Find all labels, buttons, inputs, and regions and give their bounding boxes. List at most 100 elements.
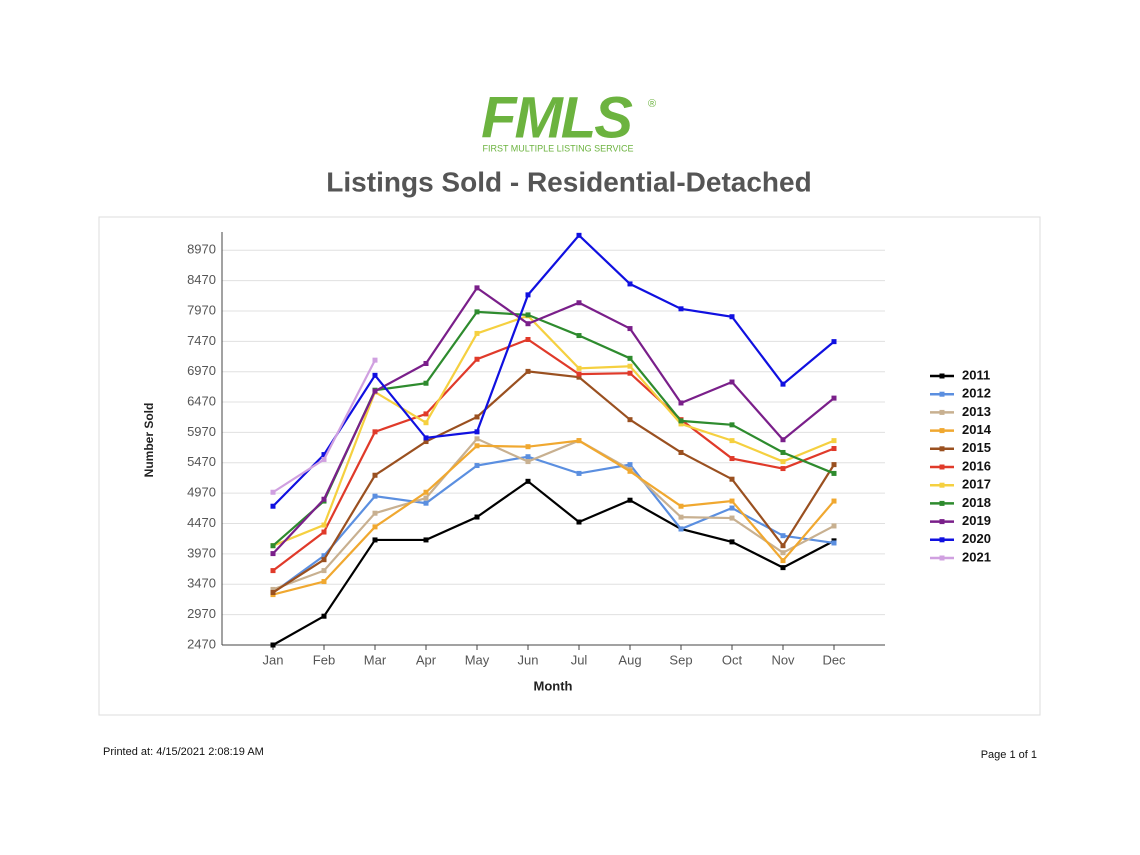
point <box>678 503 684 509</box>
point <box>525 459 531 465</box>
point <box>321 522 327 528</box>
point <box>576 374 582 380</box>
point <box>780 381 786 387</box>
point <box>831 446 837 452</box>
point <box>474 429 480 435</box>
x-tick-label: Oct <box>722 652 743 667</box>
printed-at: Printed at: 4/15/2021 2:08:19 AM <box>103 746 264 758</box>
point <box>780 558 786 564</box>
point <box>270 543 276 549</box>
legend-marker <box>939 373 945 379</box>
legend-marker <box>939 446 945 452</box>
point <box>474 414 480 420</box>
point <box>321 613 327 619</box>
point <box>270 551 276 557</box>
point <box>627 326 633 332</box>
y-tick-label: 3470 <box>187 576 216 591</box>
x-tick-label: Feb <box>313 652 335 667</box>
point <box>831 498 837 504</box>
point <box>678 400 684 406</box>
series-line <box>272 338 835 572</box>
y-tick-label: 7970 <box>187 302 216 317</box>
legend-label: 2019 <box>962 513 991 528</box>
point <box>627 468 633 474</box>
point <box>831 540 837 546</box>
x-tick-label: Jun <box>518 652 539 667</box>
y-tick-label: 2470 <box>187 636 216 651</box>
series-line <box>272 437 835 591</box>
point <box>729 539 735 545</box>
point <box>678 421 684 427</box>
point <box>525 292 531 298</box>
point <box>423 360 429 366</box>
y-tick-label: 3970 <box>187 545 216 560</box>
legend-marker <box>939 482 945 488</box>
point <box>576 232 582 238</box>
x-axis-label: Month <box>534 678 573 693</box>
point <box>678 418 684 424</box>
x-tick-label: Nov <box>771 652 795 667</box>
point <box>576 519 582 525</box>
x-tick-label: Sep <box>669 652 692 667</box>
series-line <box>272 233 835 507</box>
x-tick-label: Jul <box>571 652 588 667</box>
point <box>321 557 327 563</box>
point <box>576 333 582 339</box>
point <box>525 454 531 460</box>
point <box>729 438 735 444</box>
point <box>627 370 633 376</box>
series-line <box>272 439 835 596</box>
point <box>372 493 378 499</box>
point <box>627 462 633 468</box>
legend-label: 2013 <box>962 404 991 419</box>
point <box>423 380 429 386</box>
legend-marker <box>939 555 945 561</box>
point <box>831 470 837 476</box>
point <box>423 435 429 441</box>
point <box>729 456 735 462</box>
point <box>372 357 378 363</box>
point <box>627 355 633 361</box>
point <box>627 497 633 503</box>
point <box>372 388 378 394</box>
point <box>474 443 480 449</box>
logo-name: FMLS <box>481 85 633 150</box>
point <box>474 309 480 315</box>
y-tick-label: 7470 <box>187 333 216 348</box>
y-tick-label: 6970 <box>187 363 216 378</box>
legend-marker <box>939 409 945 415</box>
chart-frame <box>98 216 1041 716</box>
legend-marker <box>939 500 945 506</box>
point <box>525 321 531 327</box>
point <box>525 444 531 450</box>
point <box>474 514 480 520</box>
point <box>270 489 276 495</box>
point <box>780 550 786 556</box>
point <box>321 568 327 574</box>
point <box>729 515 735 521</box>
point <box>270 589 276 595</box>
logo-mark: ® <box>648 98 656 110</box>
point <box>729 476 735 482</box>
point <box>372 537 378 543</box>
legend-marker <box>939 464 945 470</box>
point <box>474 285 480 291</box>
point <box>270 568 276 574</box>
point <box>576 470 582 476</box>
point <box>831 438 837 444</box>
point <box>525 478 531 484</box>
point <box>831 395 837 401</box>
series-line <box>272 286 835 555</box>
point <box>576 438 582 444</box>
point <box>321 529 327 535</box>
point <box>423 495 429 501</box>
point <box>780 459 786 465</box>
point <box>474 436 480 442</box>
y-tick-label: 4470 <box>187 515 216 530</box>
point <box>474 463 480 469</box>
legend-label: 2012 <box>962 386 991 401</box>
point <box>423 439 429 445</box>
